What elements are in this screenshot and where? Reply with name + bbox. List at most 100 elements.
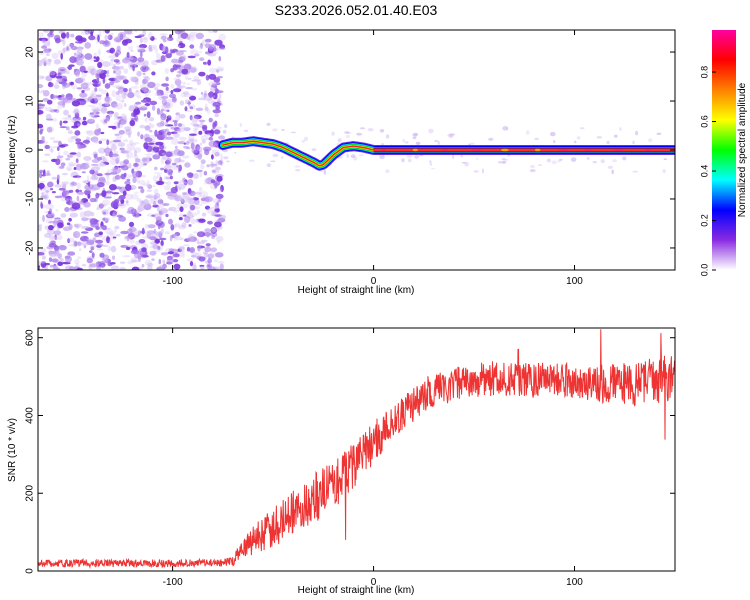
noise-blob — [178, 186, 181, 191]
noise-blob — [119, 261, 126, 264]
noise-blob — [50, 93, 55, 100]
noise-blob — [401, 158, 405, 163]
noise-blob — [201, 139, 206, 144]
noise-blob — [529, 169, 536, 173]
snr-series-line — [38, 329, 675, 569]
noise-blob — [128, 107, 135, 112]
noise-blob — [153, 214, 162, 220]
noise-blob — [215, 193, 224, 199]
noise-blob — [134, 90, 141, 97]
noise-blob — [136, 46, 145, 51]
noise-blob — [49, 136, 56, 141]
noise-blob — [72, 240, 77, 243]
noise-blob — [101, 244, 109, 247]
noise-blob — [157, 199, 164, 205]
noise-blob — [44, 225, 50, 230]
noise-blob — [191, 252, 199, 256]
noise-blob — [48, 70, 56, 76]
noise-blob — [81, 225, 90, 230]
noise-blob — [165, 202, 170, 205]
noise-blob — [96, 75, 101, 83]
noise-blob — [173, 128, 179, 132]
x-tick-label: 100 — [566, 577, 583, 588]
noise-blob — [353, 156, 358, 161]
noise-blob — [281, 129, 285, 131]
noise-blob — [73, 108, 79, 115]
noise-blob — [71, 202, 81, 210]
noise-blob — [135, 254, 143, 259]
noise-blob — [141, 200, 144, 205]
noise-blob — [121, 203, 130, 207]
noise-blob — [216, 69, 220, 73]
snr-ticks: -100 0 100 0 200 400 600 — [25, 328, 675, 588]
noise-blob — [207, 30, 215, 33]
noise-blob — [67, 237, 75, 243]
trace-spot — [534, 148, 541, 152]
noise-blob — [358, 154, 364, 157]
noise-blob — [222, 129, 227, 134]
noise-blob — [126, 143, 132, 148]
noise-blob — [60, 181, 69, 186]
noise-blob — [59, 258, 64, 262]
noise-blob — [173, 121, 178, 127]
noise-blob — [106, 189, 113, 193]
noise-blob — [137, 131, 140, 137]
y-tick-label: -10 — [25, 191, 36, 206]
noise-blob — [219, 188, 223, 193]
noise-blob — [188, 236, 198, 242]
noise-blob — [192, 264, 197, 270]
noise-blob — [51, 52, 59, 60]
noise-blob — [109, 151, 113, 155]
noise-blob — [81, 242, 90, 246]
noise-blob — [54, 217, 61, 220]
noise-blob — [183, 127, 191, 132]
noise-blob — [98, 231, 103, 236]
noise-blob — [156, 122, 164, 128]
noise-blob — [155, 238, 160, 244]
noise-blob — [186, 246, 191, 252]
noise-blob — [176, 123, 186, 130]
noise-blob — [146, 125, 150, 129]
noise-blob — [211, 169, 216, 173]
spectrogram-frame — [37, 29, 676, 271]
noise-blob — [126, 151, 134, 159]
noise-blob — [152, 175, 158, 182]
noise-blob — [182, 251, 185, 259]
noise-blob — [160, 228, 165, 235]
noise-blob — [190, 218, 196, 225]
noise-blob — [192, 215, 195, 218]
noise-blob — [187, 55, 196, 59]
noise-blob — [158, 146, 164, 149]
noise-blob — [106, 101, 110, 105]
noise-blob — [106, 175, 110, 181]
noise-blob — [50, 148, 54, 153]
noise-blob — [162, 203, 170, 206]
noise-blob — [133, 108, 141, 116]
noise-blob — [100, 131, 105, 135]
noise-blob — [48, 251, 57, 257]
noise-blob — [175, 194, 179, 200]
noise-blob — [161, 104, 170, 110]
noise-blob — [56, 105, 63, 110]
noise-blob — [78, 144, 85, 149]
noise-blob — [155, 220, 163, 226]
noise-blob — [145, 155, 152, 163]
noise-blob — [205, 97, 213, 101]
noise-blob — [180, 198, 185, 205]
noise-blob — [122, 255, 131, 258]
y-tick-label: 20 — [25, 46, 36, 58]
noise-blob — [111, 265, 119, 270]
noise-blob — [187, 235, 195, 243]
noise-blob — [196, 231, 206, 238]
noise-blob — [163, 176, 170, 180]
noise-blob — [619, 127, 622, 131]
noise-blob — [122, 79, 129, 84]
noise-blob — [76, 176, 80, 180]
noise-blob — [140, 188, 145, 194]
noise-blob — [160, 167, 165, 171]
noise-blob — [140, 134, 144, 140]
noise-blob — [168, 206, 177, 211]
noise-blob — [210, 161, 214, 168]
noise-blob — [160, 252, 169, 256]
noise-blob — [173, 223, 177, 229]
